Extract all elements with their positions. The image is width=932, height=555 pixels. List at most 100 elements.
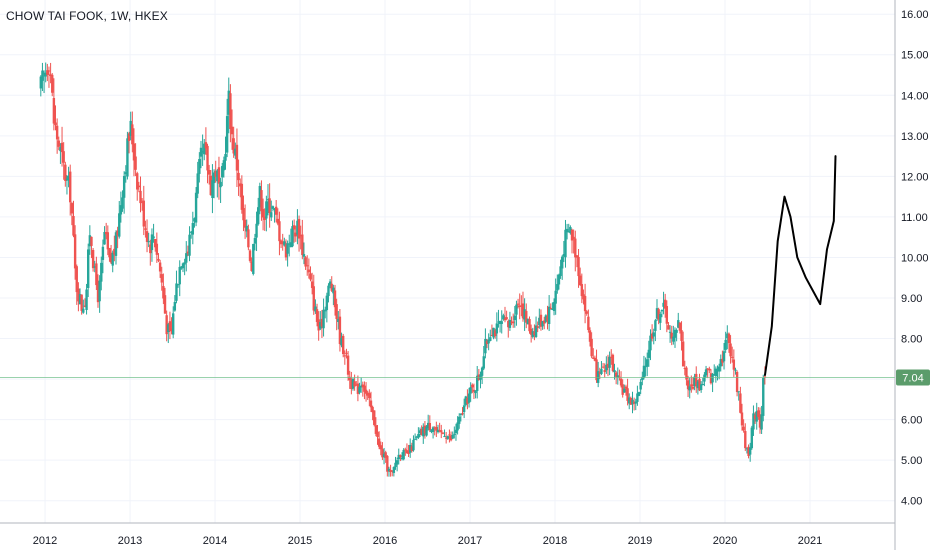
candle-body bbox=[739, 393, 742, 413]
candle bbox=[634, 398, 637, 411]
candle bbox=[543, 316, 546, 330]
candle bbox=[619, 371, 623, 388]
candle-body bbox=[485, 341, 489, 345]
candle-body bbox=[763, 376, 767, 378]
candle bbox=[438, 422, 441, 433]
candle-body bbox=[204, 142, 208, 149]
candle-body bbox=[547, 306, 551, 324]
candle bbox=[335, 298, 338, 331]
candle-body bbox=[314, 306, 317, 312]
candle-body bbox=[196, 173, 199, 194]
candle bbox=[523, 298, 526, 331]
candle bbox=[332, 284, 335, 306]
candle bbox=[750, 425, 754, 450]
candle-body bbox=[317, 319, 320, 331]
candle-body bbox=[431, 427, 435, 432]
candle-body bbox=[471, 384, 474, 388]
candle-body bbox=[716, 370, 719, 372]
candle bbox=[727, 332, 731, 353]
candle-body bbox=[536, 326, 539, 328]
candle bbox=[227, 77, 230, 134]
candle bbox=[103, 226, 106, 245]
candle-body bbox=[95, 263, 98, 286]
candle bbox=[150, 228, 154, 262]
candle bbox=[340, 332, 343, 348]
candle-body bbox=[600, 369, 603, 374]
candle bbox=[294, 225, 297, 242]
candle-body bbox=[400, 457, 404, 460]
candle-body bbox=[256, 207, 260, 225]
candle-body bbox=[302, 254, 306, 257]
candle bbox=[693, 373, 696, 391]
candle-body bbox=[667, 325, 670, 330]
candle-body bbox=[613, 370, 616, 373]
candle bbox=[57, 136, 60, 151]
candle-body bbox=[412, 439, 415, 451]
candle bbox=[253, 233, 257, 251]
candle bbox=[330, 276, 333, 293]
candle-body bbox=[55, 125, 59, 140]
candle-body bbox=[708, 368, 711, 371]
candle-body bbox=[377, 438, 381, 447]
candle bbox=[745, 447, 749, 454]
candle bbox=[369, 391, 373, 413]
candle bbox=[90, 236, 93, 259]
candle-body bbox=[152, 236, 155, 239]
candle bbox=[752, 405, 755, 436]
candle-body bbox=[654, 320, 657, 331]
candle bbox=[418, 427, 422, 438]
candle bbox=[400, 452, 404, 461]
candle-body bbox=[376, 431, 379, 437]
candle-body bbox=[422, 426, 425, 437]
candle-body bbox=[363, 385, 366, 392]
candle-body bbox=[214, 170, 217, 177]
candle bbox=[39, 75, 42, 97]
candle-body bbox=[727, 333, 731, 344]
candle-body bbox=[681, 341, 685, 367]
candle-body bbox=[276, 218, 280, 224]
candle-body bbox=[724, 339, 727, 350]
candle bbox=[497, 309, 500, 328]
candle-body bbox=[119, 205, 123, 215]
candle-body bbox=[544, 315, 548, 322]
candle bbox=[142, 185, 145, 236]
candle-body bbox=[131, 124, 134, 145]
candle bbox=[587, 309, 590, 333]
candle bbox=[312, 274, 315, 315]
candle bbox=[41, 62, 44, 92]
candle-body bbox=[216, 170, 219, 182]
candle-body bbox=[270, 212, 273, 218]
candle-body bbox=[88, 235, 92, 247]
candle bbox=[663, 293, 667, 318]
candle-body bbox=[86, 249, 90, 288]
candle-body bbox=[150, 234, 154, 251]
candle bbox=[314, 299, 317, 314]
candle-body bbox=[703, 374, 706, 382]
candle-body bbox=[240, 183, 244, 210]
candle-body bbox=[685, 367, 688, 380]
candle bbox=[364, 382, 368, 402]
candle-body bbox=[673, 329, 677, 338]
candle-body bbox=[660, 309, 664, 312]
candle bbox=[647, 340, 651, 367]
candle-body bbox=[438, 430, 441, 432]
candle bbox=[603, 363, 606, 378]
y-tick-label: 10.00 bbox=[901, 252, 929, 264]
candle bbox=[670, 325, 673, 346]
candle-body bbox=[140, 201, 144, 203]
candle bbox=[570, 228, 574, 254]
candle-body bbox=[198, 159, 201, 174]
candle-body bbox=[570, 229, 574, 241]
candle-body bbox=[409, 444, 412, 453]
candle-body bbox=[338, 316, 342, 345]
candle-body bbox=[235, 144, 239, 171]
candle bbox=[237, 159, 240, 196]
candle-body bbox=[443, 436, 446, 438]
candle-body bbox=[760, 414, 763, 430]
candle bbox=[95, 256, 98, 290]
candle bbox=[701, 377, 704, 386]
hand-drawn-projection-line[interactable] bbox=[764, 155, 837, 376]
candle bbox=[274, 200, 278, 223]
